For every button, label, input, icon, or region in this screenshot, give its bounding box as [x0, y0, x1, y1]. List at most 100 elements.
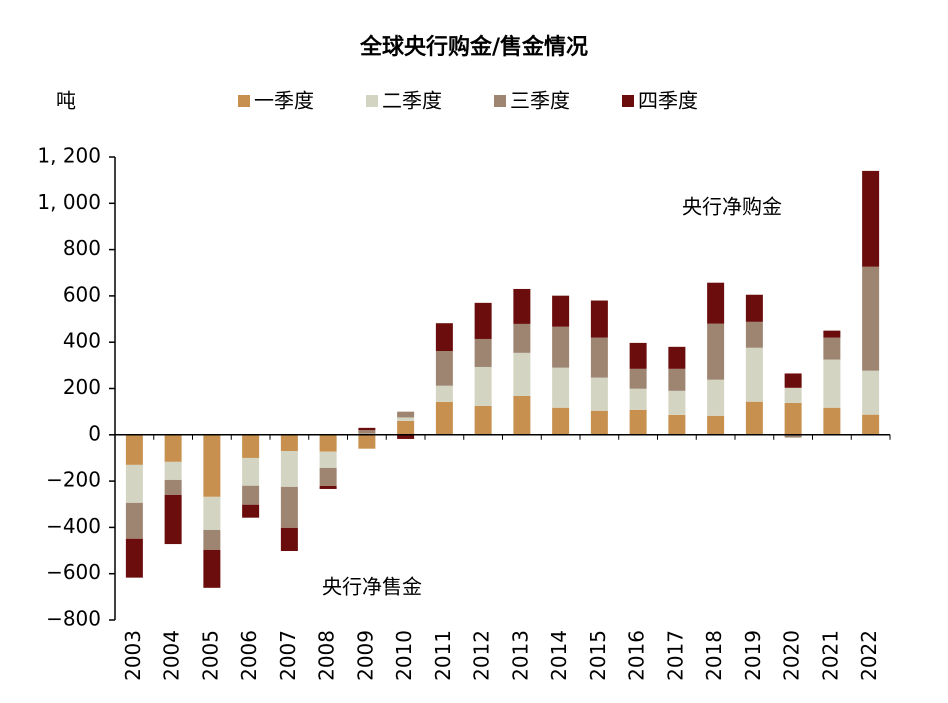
bar-segment	[474, 338, 492, 367]
legend-swatch	[238, 95, 250, 107]
x-tick-label: 2015	[586, 630, 610, 681]
bar-segment	[590, 410, 608, 435]
x-tick-label: 2003	[121, 630, 145, 681]
legend-label: 二季度	[382, 89, 442, 113]
x-tick-label: 2019	[741, 630, 765, 681]
bar-segment	[164, 461, 182, 480]
bar-segment	[784, 434, 802, 438]
y-tick-label: −200	[46, 468, 101, 492]
bar-segment	[745, 294, 763, 322]
annotation: 央行净售金	[322, 575, 422, 599]
bar-segment	[242, 457, 260, 486]
y-tick-label: 200	[63, 375, 101, 399]
bar-segment	[319, 467, 337, 486]
x-tick-label: 2017	[663, 630, 687, 681]
x-tick-label: 2013	[508, 630, 532, 681]
y-tick-label: 600	[63, 282, 101, 306]
bar-segment	[668, 346, 686, 369]
bar-segment	[280, 486, 298, 528]
bar-segment	[552, 295, 570, 327]
bar-segment	[862, 170, 880, 267]
x-tick-label: 2005	[198, 630, 222, 681]
bar-segment	[242, 434, 260, 458]
bar-segment	[203, 549, 221, 588]
bar-segment	[280, 527, 298, 552]
bar-segment	[474, 366, 492, 406]
annotation: 央行净购金	[682, 195, 782, 219]
bar-segment	[823, 337, 841, 360]
legend-swatch	[622, 95, 634, 107]
bar-segment	[513, 352, 531, 396]
y-tick-label: 1, 000	[37, 190, 101, 214]
bar-segment	[125, 464, 143, 503]
bar-segment	[513, 395, 531, 435]
bar-segment	[707, 282, 725, 324]
bar-segment	[125, 502, 143, 539]
bar-segment	[203, 496, 221, 530]
y-tick-label: 800	[63, 236, 101, 260]
bar-segment	[358, 430, 376, 434]
bar-segment	[203, 434, 221, 497]
x-tick-label: 2018	[702, 630, 726, 681]
y-axis-label: 吨	[56, 89, 76, 113]
x-tick-label: 2022	[857, 630, 881, 681]
bar-segment	[823, 359, 841, 408]
x-tick-label: 2011	[431, 630, 455, 681]
bar-segment	[513, 288, 531, 324]
bar-segment	[397, 434, 415, 439]
bar-segment	[590, 337, 608, 378]
bar-segment	[164, 494, 182, 545]
bar-segment	[590, 377, 608, 411]
x-tick-label: 2007	[276, 630, 300, 681]
bar-segment	[280, 434, 298, 452]
bar-segment	[280, 451, 298, 487]
bar-segment	[319, 451, 337, 468]
bar-segment	[552, 407, 570, 435]
x-tick-label: 2021	[818, 630, 842, 681]
bar-segment	[435, 350, 453, 386]
x-tick-label: 2008	[315, 630, 339, 681]
x-tick-label: 2012	[470, 630, 494, 681]
bar-segment	[513, 323, 531, 353]
bar-segment	[668, 390, 686, 415]
legend-label: 三季度	[510, 89, 570, 113]
x-tick-label: 2020	[780, 630, 804, 681]
bar-segment	[435, 385, 453, 402]
bar-segment	[474, 302, 492, 339]
bar-segment	[784, 387, 802, 403]
bar-segment	[707, 379, 725, 416]
bar-segment	[668, 414, 686, 435]
bar-segment	[319, 434, 337, 452]
legend-label: 四季度	[638, 89, 698, 113]
x-tick-label: 2004	[160, 630, 184, 681]
bar-segment	[590, 300, 608, 338]
bar-segment	[862, 266, 880, 371]
bar-segment	[397, 411, 415, 418]
bar-segment	[862, 370, 880, 415]
bar-segment	[358, 427, 376, 431]
x-tick-label: 2016	[625, 630, 649, 681]
bar-segment	[552, 367, 570, 408]
bar-segment	[745, 401, 763, 435]
bar-segment	[668, 368, 686, 391]
x-tick-label: 2006	[237, 630, 261, 681]
bar-segment	[823, 407, 841, 435]
chart-title: 全球央行购金/售金情况	[359, 34, 588, 60]
bar-segment	[784, 402, 802, 435]
bar-segment	[823, 330, 841, 338]
bar-segment	[629, 388, 647, 410]
bar-segment	[397, 420, 415, 435]
x-tick-label: 2010	[392, 630, 416, 681]
bar-segment	[125, 434, 143, 465]
y-tick-label: 400	[63, 329, 101, 353]
y-tick-label: −600	[46, 560, 101, 584]
bar-segment	[358, 434, 376, 449]
bar-segment	[707, 415, 725, 435]
bar-segment	[629, 368, 647, 389]
bar-segment	[203, 529, 221, 550]
bar-segment	[745, 347, 763, 402]
bar-segment	[474, 405, 492, 435]
legend-swatch	[494, 95, 506, 107]
bar-segment	[862, 414, 880, 435]
